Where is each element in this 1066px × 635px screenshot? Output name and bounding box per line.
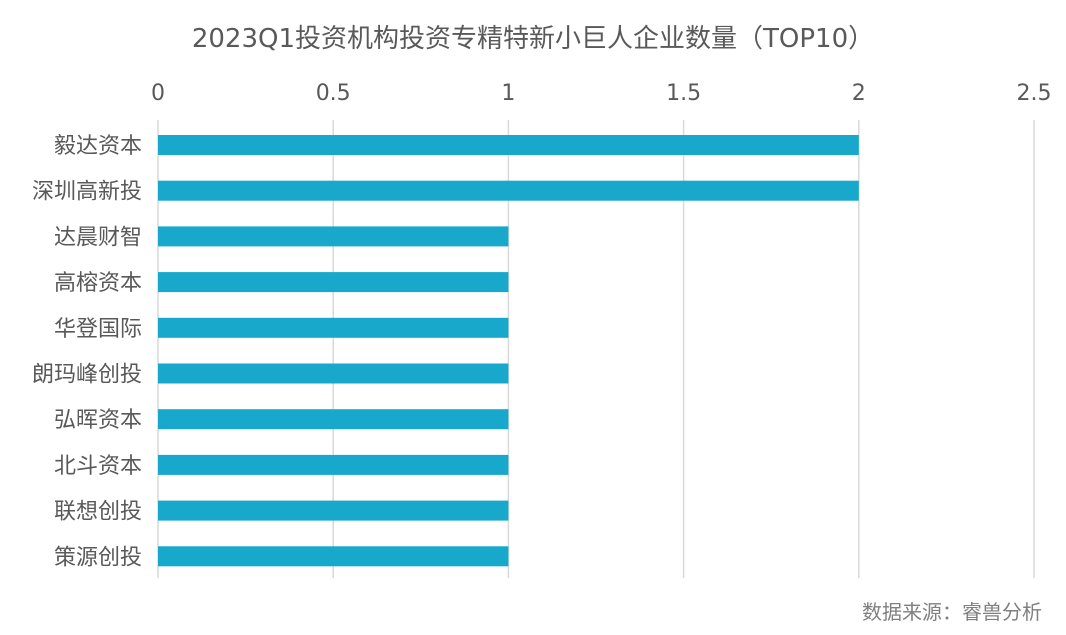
category-label: 华登国际: [54, 317, 142, 342]
bar: [158, 226, 509, 247]
x-tick-label: 0.5: [316, 81, 351, 106]
bar: [158, 454, 509, 475]
x-tick-label: 1.5: [666, 81, 701, 106]
x-tick-label: 2.5: [1017, 81, 1052, 106]
bar: [158, 363, 509, 384]
category-label: 弘晖资本: [54, 408, 142, 433]
category-label: 达晨财智: [54, 225, 142, 250]
bar: [158, 272, 509, 293]
category-label: 深圳高新投: [32, 180, 142, 205]
category-label: 毅达资本: [54, 134, 142, 159]
category-label: 联想创投: [54, 500, 142, 525]
source-note: 数据来源：睿兽分析: [862, 600, 1042, 624]
chart-title: 2023Q1投资机构投资专精特新小巨人企业数量（TOP10）: [191, 24, 875, 54]
category-label: 北斗资本: [54, 454, 142, 479]
category-labels: 毅达资本深圳高新投达晨财智高榕资本华登国际朗玛峰创投弘晖资本北斗资本联想创投策源…: [32, 134, 142, 570]
x-tick-label: 0: [151, 81, 165, 106]
bar: [158, 409, 509, 430]
bar: [158, 135, 859, 155]
x-tick-label: 2: [852, 81, 866, 106]
bar: [158, 180, 859, 201]
bar: [158, 317, 509, 338]
bar: [158, 500, 509, 521]
x-axis-ticks: 0 0.5 1 1.5 2 2.5: [151, 81, 1052, 106]
bars: [158, 135, 859, 567]
x-tick-label: 1: [501, 81, 515, 106]
category-label: 朗玛峰创投: [32, 363, 142, 388]
category-label: 高榕资本: [54, 271, 142, 296]
bar: [158, 546, 509, 567]
category-label: 策源创投: [54, 545, 142, 570]
